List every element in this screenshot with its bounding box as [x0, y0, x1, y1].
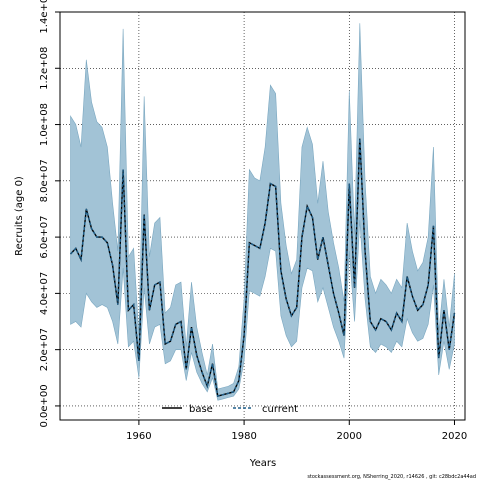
y-tick-label-0: 0.0e+00: [39, 384, 50, 427]
x-tick-label-0: 1960: [126, 431, 151, 442]
footer-credit: stockassessment.org, NSherring_2020, r14…: [307, 474, 476, 480]
y-tick-label-3: 6.0e+07: [39, 216, 50, 259]
y-tick-label-7: 1.4e+08: [39, 0, 50, 34]
y-axis: 0.0e+00 2.0e+07 4.0e+07 6.0e+07 8.0e+07 1.0e+…: [39, 0, 60, 428]
x-axis: 1960 1980 2000 2020: [126, 420, 467, 442]
plot-frame: [59, 11, 466, 421]
legend-current-label: current: [262, 404, 298, 415]
x-tick-label-3: 2020: [442, 431, 467, 442]
y-tick-label-4: 8.0e+07: [39, 159, 50, 202]
x-tick-label-2: 2000: [337, 431, 362, 442]
y-tick-label-1: 2.0e+07: [39, 328, 50, 371]
current-series-line: [70, 138, 456, 397]
y-tick-label-6: 1.2e+08: [39, 47, 50, 90]
y-tick-label-5: 1.0e+08: [39, 103, 50, 146]
legend-base-label: base: [189, 404, 213, 415]
confidence-band: [70, 23, 455, 401]
y-tick-label-2: 4.0e+07: [39, 272, 50, 315]
x-axis-title: Years: [249, 458, 276, 469]
y-axis-title: Recruits (age 0): [14, 176, 25, 256]
legend: base current: [162, 404, 298, 415]
x-tick-label-1: 1980: [231, 431, 256, 442]
